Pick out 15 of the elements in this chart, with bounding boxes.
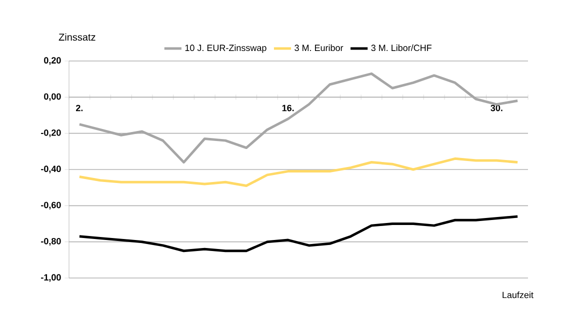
y-tick-label: -0,20: [41, 129, 61, 138]
legend-label: 10 J. EUR-Zinsswap: [185, 44, 266, 53]
legend-label: 3 M. Euribor: [294, 44, 344, 52]
legend-label: 3 M. Libor/CHF: [371, 44, 432, 52]
y-tick-label: -0,80: [41, 238, 61, 246]
y-tick-label: 0,00: [44, 93, 61, 102]
y-tick-label: -0,60: [41, 202, 61, 210]
x-tick-label: 2.: [76, 104, 83, 112]
y-tick-label: -1,00: [41, 274, 61, 282]
y-axis-title: Zinssatz: [58, 33, 96, 41]
y-tick-label: 0,20: [44, 57, 61, 65]
x-tick-label: 16.: [282, 104, 294, 112]
x-tick-label: 30.: [490, 104, 502, 112]
x-axis-title: Laufzeit: [502, 292, 534, 298]
y-tick-label: -0,40: [41, 166, 61, 174]
